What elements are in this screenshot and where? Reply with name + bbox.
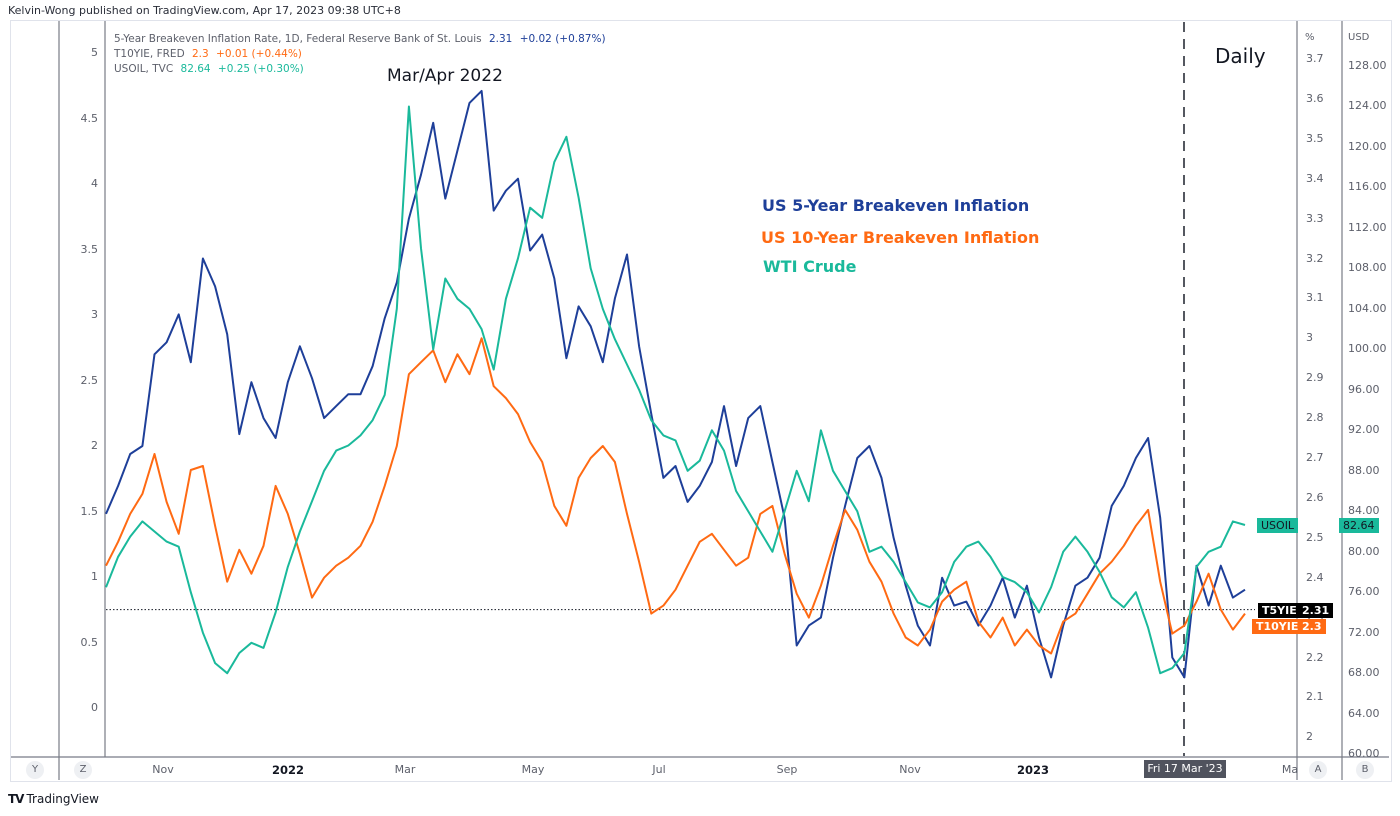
tradingview-logo[interactable]: TV TradingView	[8, 792, 99, 806]
axis-tick-label: 2	[1306, 730, 1313, 744]
time-tick-label: Nov	[152, 763, 174, 776]
legend-change: +0.25 (+0.30%)	[217, 63, 304, 75]
axis-tick-label: 76.00	[1348, 585, 1380, 599]
axis-tick-label: 92.00	[1348, 423, 1380, 437]
tradingview-logo-text: TradingView	[26, 792, 99, 806]
axis-tick-label: 128.00	[1348, 59, 1387, 72]
legend-row-t5yie[interactable]: 5-Year Breakeven Inflation Rate, 1D, Fed…	[114, 32, 610, 47]
axis-tick-label: 2.9	[1306, 371, 1324, 385]
tradingview-logo-icon: TV	[8, 792, 25, 806]
scale-button-z[interactable]: Z	[74, 761, 92, 779]
axis-tick-label: 4.5	[80, 111, 99, 125]
annotation-daily: Daily	[1215, 44, 1266, 68]
axis-tick-label: 88.00	[1348, 463, 1380, 477]
annotation-10y-breakeven: US 10-Year Breakeven Inflation	[761, 228, 1040, 247]
axis-tick-label: 84.00	[1348, 504, 1380, 518]
axis-tick-label: 2.7	[1306, 451, 1324, 464]
legend-row-t10yie[interactable]: T10YIE, FRED 2.3 +0.01 (+0.44%)	[114, 47, 610, 62]
legend: 5-Year Breakeven Inflation Rate, 1D, Fed…	[114, 32, 610, 77]
annotation-mar-apr-2022: Mar/Apr 2022	[387, 66, 503, 86]
usd-unit-label: USD	[1348, 32, 1370, 43]
time-tick-label: May	[521, 763, 545, 776]
axis-tick-label: 100.00	[1348, 342, 1387, 356]
axis-tick-label: 3.4	[1306, 171, 1324, 185]
percent-unit-label: %	[1305, 32, 1315, 43]
axis-tick-label: 1	[91, 570, 98, 583]
axis-tick-label: 112.00	[1348, 220, 1387, 234]
axis-tick-label: 0.5	[80, 635, 99, 649]
scale-button-a[interactable]: A	[1309, 761, 1327, 779]
series-line-t5yie[interactable]	[105, 89, 1246, 679]
time-tick-label: 2022	[271, 763, 305, 777]
axis-tick-label: 3.6	[1306, 91, 1324, 105]
axis-tick-label: 68.00	[1348, 666, 1380, 680]
t10yie-value-badge: 2.3	[1298, 619, 1326, 634]
series-line-usoil[interactable]	[105, 105, 1246, 675]
legend-name: USOIL, TVC	[114, 63, 174, 75]
axis-tick-label: 80.00	[1348, 544, 1380, 558]
usoil-name-badge: USOIL	[1257, 518, 1299, 533]
axis-tick-label: 0	[91, 701, 98, 714]
scale-button-y[interactable]: Y	[26, 761, 44, 779]
axis-tick-label: 64.00	[1348, 706, 1380, 720]
time-tick-label: Sep	[776, 763, 798, 776]
axis-tick-label: 116.00	[1348, 180, 1387, 194]
time-tick-label: Jul	[652, 763, 666, 776]
annotation-wti-crude: WTI Crude	[763, 257, 857, 276]
axis-tick-label: 5	[91, 46, 98, 59]
annotation-5y-breakeven: US 5-Year Breakeven Inflation	[762, 196, 1030, 215]
axis-tick-label: 3.2	[1306, 251, 1324, 265]
time-tick-label: Ma	[1281, 763, 1299, 776]
axis-tick-label: 3.5	[80, 242, 99, 256]
axis-tick-label: 3.7	[1306, 52, 1324, 65]
axis-tick-label: 2.5	[1306, 530, 1324, 544]
t5yie-value-badge: 2.31	[1298, 603, 1334, 618]
legend-value: 2.31	[488, 33, 513, 45]
axis-tick-label: 3	[1306, 331, 1313, 345]
time-tick-label: 2023	[1016, 763, 1050, 777]
axis-tick-label: 2.1	[1306, 690, 1324, 704]
legend-value: 2.3	[192, 48, 209, 60]
axis-tick-label: 2.4	[1306, 570, 1324, 584]
legend-change: +0.01 (+0.44%)	[216, 48, 302, 60]
time-tick-label: Nov	[899, 763, 921, 776]
legend-row-usoil[interactable]: USOIL, TVC 82.64 +0.25 (+0.30%)	[114, 62, 610, 77]
axis-tick-label: 2.2	[1306, 650, 1324, 664]
publisher-line: Kelvin-Wong published on TradingView.com…	[8, 4, 401, 17]
axis-dividers	[11, 21, 1389, 780]
axis-tick-label: 104.00	[1348, 301, 1387, 315]
usoil-price-badge: 82.64	[1339, 518, 1379, 533]
legend-change: +0.02 (+0.87%)	[519, 33, 606, 45]
crosshair-date-label: Fri 17 Mar '23	[1144, 760, 1226, 778]
axis-tick-label: 96.00	[1348, 382, 1380, 396]
axis-tick-label: 72.00	[1348, 625, 1380, 639]
axis-tick-label: 124.00	[1348, 99, 1387, 113]
legend-name: T10YIE, FRED	[114, 48, 185, 60]
time-tick-label: Mar	[394, 763, 416, 776]
axis-tick-label: 60.00	[1348, 747, 1380, 761]
axis-tick-label: 3.5	[1306, 131, 1324, 145]
axis-tick-label: 2.6	[1306, 490, 1324, 504]
axis-tick-label: 108.00	[1348, 261, 1387, 275]
axis-tick-label: 120.00	[1348, 139, 1387, 153]
axis-tick-label: 2.5	[80, 373, 99, 387]
t10yie-name-badge: T10YIE	[1252, 619, 1303, 634]
axis-tick-label: 3.1	[1306, 291, 1324, 305]
axis-tick-label: 3.3	[1306, 211, 1324, 225]
axis-tick-label: 2.8	[1306, 411, 1324, 425]
scale-button-b[interactable]: B	[1356, 761, 1374, 779]
t5yie-name-badge: T5YIE	[1258, 603, 1301, 618]
axis-tick-label: 4	[91, 177, 98, 190]
series-layer	[105, 89, 1246, 679]
legend-name: 5-Year Breakeven Inflation Rate, 1D, Fed…	[114, 33, 482, 45]
chart-frame	[10, 20, 1392, 782]
axis-tick-label: 3	[91, 308, 98, 321]
axis-tick-label: 2	[91, 439, 98, 452]
axis-tick-label: 1.5	[80, 504, 99, 518]
legend-value: 82.64	[180, 63, 211, 75]
